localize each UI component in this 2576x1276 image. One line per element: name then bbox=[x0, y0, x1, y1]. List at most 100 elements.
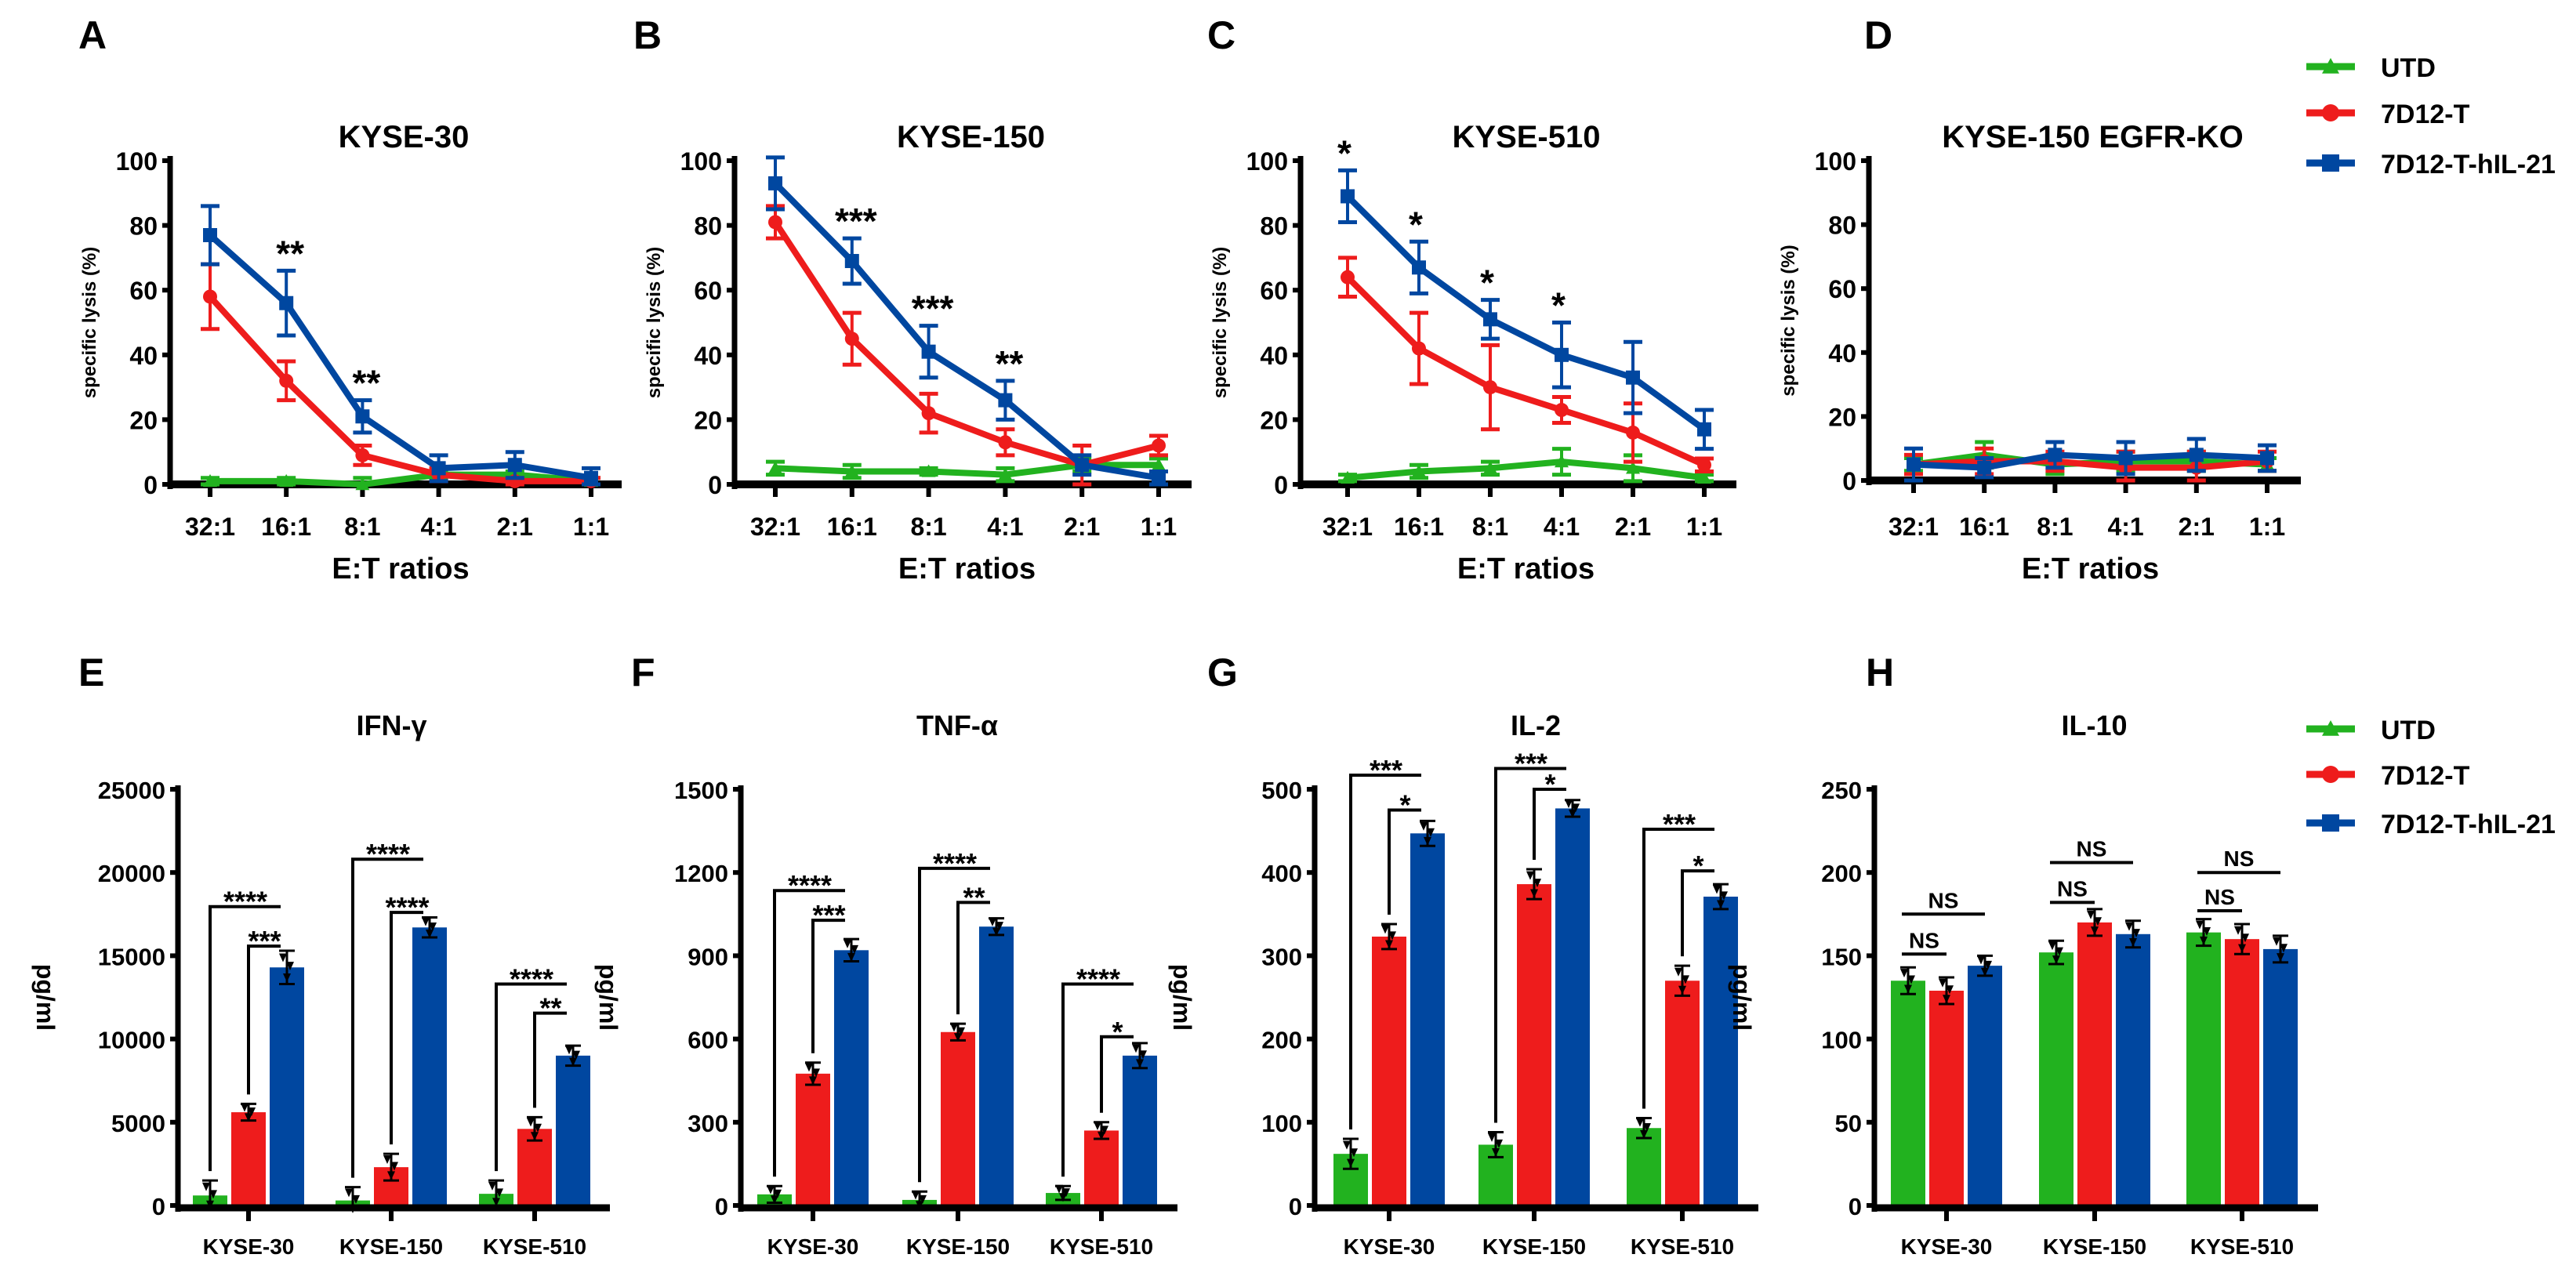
series-7d12-t bbox=[1338, 256, 1714, 473]
series-7d12-t-hil-21 bbox=[766, 155, 1168, 487]
y-tick-label: 0 bbox=[715, 1193, 728, 1220]
significance-bracket bbox=[1533, 788, 1566, 860]
legend-top: UTD 7D12-T 7D12-T-hIL-21 bbox=[2306, 53, 2556, 179]
x-tick-label: 32:1 bbox=[750, 513, 800, 541]
series-line bbox=[1345, 274, 1706, 468]
y-tick-label: 60 bbox=[694, 277, 722, 305]
y-tick-label: 60 bbox=[1828, 275, 1856, 303]
significance-label: **** bbox=[933, 847, 977, 879]
replicate-point bbox=[812, 1068, 820, 1078]
replicate-point bbox=[1939, 978, 1947, 988]
bar bbox=[556, 1055, 590, 1205]
replicate-point bbox=[1674, 967, 1682, 977]
y-tick-label: 100 bbox=[1821, 1027, 1862, 1054]
x-tick-label: 2:1 bbox=[2179, 513, 2215, 541]
replicate-point bbox=[2091, 926, 2099, 936]
y-tick-label: 20 bbox=[694, 406, 722, 434]
significance-label: *** bbox=[835, 201, 877, 241]
chart-title: KYSE-150 bbox=[897, 120, 1045, 154]
replicate-point bbox=[2203, 926, 2211, 936]
y-tick-label: 40 bbox=[694, 342, 722, 370]
replicate-point bbox=[390, 1162, 398, 1171]
legend-bottom: UTD 7D12-T 7D12-T-hIL-21 bbox=[2306, 716, 2556, 839]
data-point bbox=[1626, 425, 1640, 440]
data-point bbox=[1697, 422, 1711, 437]
x-tick-label: KYSE-510 bbox=[2190, 1234, 2294, 1259]
x-tick-label: 32:1 bbox=[1888, 513, 1939, 541]
significance-label: **** bbox=[385, 891, 429, 923]
data-point bbox=[768, 215, 782, 230]
y-tick-label: 15000 bbox=[98, 943, 165, 970]
data-point bbox=[1152, 470, 1166, 485]
significance-label: NS bbox=[2077, 836, 2107, 861]
y-tick-label: 300 bbox=[688, 1110, 728, 1137]
circle-marker-icon bbox=[2322, 104, 2339, 121]
series-line bbox=[1347, 459, 1705, 481]
y-tick-label: 20 bbox=[129, 406, 158, 434]
x-tick-label: 32:1 bbox=[185, 513, 235, 541]
replicate-point bbox=[1495, 1139, 1503, 1148]
x-axis-label: E:T ratios bbox=[1457, 553, 1595, 585]
replicate-point bbox=[1424, 836, 1431, 846]
replicate-point bbox=[286, 962, 294, 971]
x-tick-label: KYSE-150 bbox=[339, 1234, 443, 1259]
series-7d12-t bbox=[201, 262, 600, 488]
replicate-point bbox=[1132, 1044, 1140, 1053]
data-point bbox=[998, 467, 1013, 480]
x-tick-label: 16:1 bbox=[1394, 513, 1444, 541]
significance-label: *** bbox=[1370, 754, 1402, 786]
significance-label: *** bbox=[1515, 747, 1547, 779]
x-tick-label: KYSE-510 bbox=[1050, 1234, 1153, 1259]
y-tick-label: 100 bbox=[1246, 147, 1288, 176]
data-point bbox=[1483, 380, 1497, 395]
replicate-point bbox=[989, 917, 996, 926]
bar bbox=[2225, 939, 2259, 1205]
replicate-point bbox=[2129, 937, 2137, 947]
significance-label: * bbox=[1409, 204, 1423, 245]
data-point bbox=[1697, 470, 1711, 484]
significance-label: * bbox=[1399, 789, 1410, 821]
bar bbox=[231, 1112, 266, 1205]
x-tick-label: 2:1 bbox=[497, 513, 533, 541]
significance-label: *** bbox=[912, 288, 954, 329]
square-marker-icon bbox=[2322, 814, 2339, 832]
circle-marker-icon bbox=[2322, 766, 2339, 783]
data-point bbox=[2048, 448, 2063, 462]
x-tick-label: 1:1 bbox=[573, 513, 609, 541]
significance-label: ** bbox=[539, 992, 561, 1024]
series-7d12-t bbox=[766, 204, 1168, 487]
replicate-point bbox=[1572, 803, 1580, 813]
replicate-point bbox=[1381, 925, 1389, 934]
replicate-point bbox=[2234, 926, 2242, 935]
replicate-point bbox=[2052, 955, 2060, 965]
bar bbox=[979, 926, 1014, 1205]
x-tick-label: KYSE-150 bbox=[906, 1234, 1010, 1259]
data-point bbox=[1626, 461, 1640, 474]
replicate-point bbox=[534, 1123, 542, 1133]
panel-letter: F bbox=[631, 651, 655, 694]
data-point bbox=[1626, 370, 1640, 385]
replicate-point bbox=[1643, 1122, 1651, 1132]
x-tick-label: KYSE-510 bbox=[1631, 1234, 1734, 1259]
bar bbox=[1084, 1130, 1119, 1205]
replicate-point bbox=[1943, 995, 1950, 1004]
legend-label: UTD bbox=[2381, 53, 2436, 83]
bar bbox=[1555, 808, 1590, 1205]
significance-label: *** bbox=[248, 925, 281, 957]
y-axis-label: pg/ml bbox=[1168, 964, 1196, 1031]
x-tick-label: 1:1 bbox=[2249, 513, 2285, 541]
chart-title: KYSE-510 bbox=[1453, 120, 1601, 154]
x-tick-label: 16:1 bbox=[827, 513, 877, 541]
data-point bbox=[2260, 451, 2274, 466]
significance-label: * bbox=[1480, 263, 1494, 303]
y-tick-label: 100 bbox=[1261, 1110, 1302, 1137]
series-line bbox=[208, 233, 592, 481]
data-point bbox=[1412, 260, 1426, 275]
significance-bracket bbox=[209, 904, 281, 1172]
significance-label: **** bbox=[366, 838, 410, 870]
significance-bracket bbox=[1681, 869, 1714, 957]
replicate-point bbox=[1946, 985, 1954, 995]
replicate-point bbox=[241, 1103, 249, 1112]
x-tick-label: 8:1 bbox=[910, 513, 946, 541]
y-tick-label: 80 bbox=[129, 212, 158, 241]
